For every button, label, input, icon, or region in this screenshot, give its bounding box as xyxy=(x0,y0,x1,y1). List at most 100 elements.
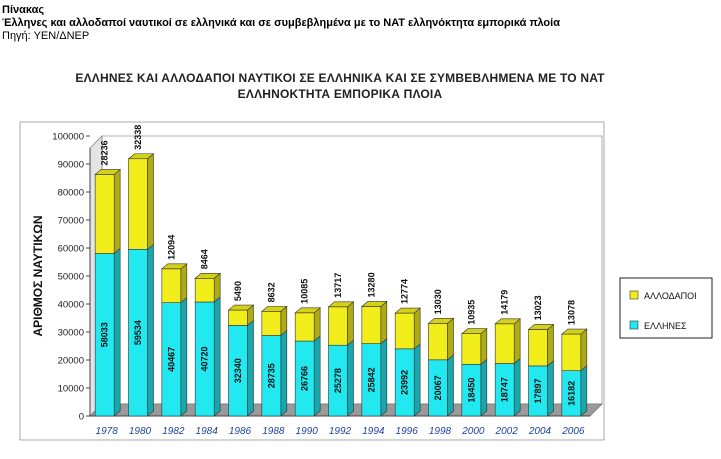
bar-side-ΕΛΛΗΝΕΣ xyxy=(347,339,354,417)
header-source: Πηγή: ΥΕΝ/ΔΝΕΡ xyxy=(2,30,90,42)
y-tick-label: 50000 xyxy=(58,272,84,283)
bar-top-face xyxy=(461,328,488,335)
bar-side-ΑΛΛΟΔΑΠΟΙ xyxy=(447,317,454,361)
data-label-ΕΛΛΗΝΕΣ: 25278 xyxy=(333,368,343,393)
bar-side-ΕΛΛΗΝΕΣ xyxy=(180,297,188,417)
data-label-ΑΛΛΟΔΑΠΟΙ: 8464 xyxy=(200,249,210,269)
bar-segment-ΑΛΛΟΔΑΠΟΙ xyxy=(261,311,282,336)
bar-side-ΑΛΛΟΔΑΠΟΙ xyxy=(113,168,121,255)
bar-side-ΕΛΛΗΝΕΣ xyxy=(380,338,388,417)
x-tick-label: 1988 xyxy=(262,426,285,437)
y-tick-label: 70000 xyxy=(58,216,84,227)
bar-segment-ΑΛΛΟΔΑΠΟΙ xyxy=(294,312,315,342)
bar-segment-ΑΛΛΟΔΑΠΟΙ xyxy=(328,306,348,346)
data-label-ΕΛΛΗΝΕΣ: 40720 xyxy=(200,346,210,371)
data-label-ΕΛΛΗΝΕΣ: 32340 xyxy=(233,358,243,383)
x-tick-label: 1982 xyxy=(162,426,185,437)
x-tick-label: 2002 xyxy=(495,426,519,437)
y-tick-label: 20000 xyxy=(58,356,84,367)
chart-title: ΕΛΛΗΝΕΣ ΚΑΙ ΑΛΛΟΔΑΠΟΙ ΝΑΥΤΙΚΟΙ ΣΕ ΕΛΛΗΝΙ… xyxy=(20,70,660,102)
data-label-ΕΛΛΗΝΕΣ: 28735 xyxy=(266,363,276,388)
x-tick-label: 2004 xyxy=(528,426,552,437)
bar-side-ΑΛΛΟΔΑΠΟΙ xyxy=(480,328,488,365)
bar-top-face xyxy=(394,307,421,314)
data-label-ΑΛΛΟΔΑΠΟΙ: 12094 xyxy=(166,235,176,260)
data-label-ΕΛΛΗΝΕΣ: 58033 xyxy=(100,322,110,347)
page-header: Πίνακας Έλληνες και αλλοδαποί ναυτικοί σ… xyxy=(2,4,560,43)
y-tick-label: 40000 xyxy=(58,300,84,311)
data-label-ΑΛΛΟΔΑΠΟΙ: 32338 xyxy=(133,125,143,150)
x-tick-label: 1992 xyxy=(329,426,352,437)
x-tick-label: 1998 xyxy=(429,426,452,437)
chart-title-line-1: ΕΛΛΗΝΕΣ ΚΑΙ ΑΛΛΟΔΑΠΟΙ ΝΑΥΤΙΚΟΙ ΣΕ ΕΛΛΗΝΙ… xyxy=(75,71,605,85)
bar-side-ΕΛΛΗΝΕΣ xyxy=(447,354,454,417)
chart-title-line-2: ΕΛΛΗΝΟΚΤΗΤΑ ΕΜΠΟΡΙΚΑ ΠΛΟΙΑ xyxy=(237,87,443,101)
bar-segment-ΑΛΛΟΔΑΠΟΙ xyxy=(94,174,115,254)
bar-side-ΑΛΛΟΔΑΠΟΙ xyxy=(547,323,554,367)
bar-top-face xyxy=(361,301,388,307)
bar-side-ΑΛΛΟΔΑΠΟΙ xyxy=(347,301,354,346)
bar-top-face xyxy=(194,272,221,279)
legend-swatch-ΑΛΛΟΔΑΠΟΙ xyxy=(629,290,639,300)
bar-side-ΑΛΛΟΔΑΠΟΙ xyxy=(313,307,321,342)
x-tick-label: 1980 xyxy=(129,426,152,437)
data-label-ΕΛΛΗΝΕΣ: 23992 xyxy=(400,370,410,395)
bar-side-ΕΛΛΗΝΕΣ xyxy=(113,247,121,417)
data-label-ΕΛΛΗΝΕΣ: 59534 xyxy=(133,320,143,345)
bar-top-face xyxy=(127,153,155,160)
data-label-ΑΛΛΟΔΑΠΟΙ: 13030 xyxy=(433,289,443,314)
bar-side-ΕΛΛΗΝΕΣ xyxy=(413,343,421,417)
bar-segment-ΑΛΛΟΔΑΠΟΙ xyxy=(128,158,148,250)
bar-side-ΕΛΛΗΝΕΣ xyxy=(147,243,154,417)
bar-top-face xyxy=(261,306,288,312)
data-label-ΑΛΛΟΔΑΠΟΙ: 13717 xyxy=(333,273,343,298)
data-label-ΕΛΛΗΝΕΣ: 20067 xyxy=(433,375,443,400)
data-label-ΕΛΛΗΝΕΣ: 17897 xyxy=(533,378,543,403)
bar-top-face xyxy=(527,324,555,330)
header-label: Πίνακας xyxy=(2,4,45,16)
x-tick-label: 1996 xyxy=(396,426,419,437)
bar-side-ΑΛΛΟΔΑΠΟΙ xyxy=(513,318,521,365)
bar-side-ΕΛΛΗΝΕΣ xyxy=(480,358,488,417)
bar-side-ΑΛΛΟΔΑΠΟΙ xyxy=(380,300,388,345)
data-label-ΕΛΛΗΝΕΣ: 18747 xyxy=(500,377,510,402)
x-tick-label: 2006 xyxy=(561,426,585,437)
data-label-ΑΛΛΟΔΑΠΟΙ: 13078 xyxy=(566,300,576,325)
bar-side-ΑΛΛΟΔΑΠΟΙ xyxy=(580,328,588,372)
bar-side-ΑΛΛΟΔΑΠΟΙ xyxy=(180,263,188,304)
bar-side-ΕΛΛΗΝΕΣ xyxy=(247,319,254,417)
x-tick-label: 1994 xyxy=(362,426,385,437)
bar-top-face xyxy=(427,318,455,324)
y-tick-label: 60000 xyxy=(58,244,84,255)
data-label-ΑΛΛΟΔΑΠΟΙ: 10085 xyxy=(300,279,310,304)
bar-top-face xyxy=(94,169,121,175)
bar-side-ΕΛΛΗΝΕΣ xyxy=(547,360,554,417)
bar-top-face xyxy=(327,301,355,308)
legend-label-ΑΛΛΟΔΑΠΟΙ: ΑΛΛΟΔΑΠΟΙ xyxy=(644,291,697,301)
data-label-ΕΛΛΗΝΕΣ: 16182 xyxy=(566,381,576,406)
y-tick-label: 90000 xyxy=(58,160,84,171)
bar-top-face xyxy=(294,307,321,314)
y-tick-label: 100000 xyxy=(52,132,84,143)
legend-label-ΕΛΛΗΝΕΣ: ΕΛΛΗΝΕΣ xyxy=(644,321,687,331)
data-label-ΑΛΛΟΔΑΠΟΙ: 5490 xyxy=(233,281,243,301)
y-axis-title: ΑΡΙΘΜΟΣ ΝΑΥΤΙΚΩΝ xyxy=(31,215,45,336)
bar-side-ΑΛΛΟΔΑΠΟΙ xyxy=(147,153,154,250)
bar-top-face xyxy=(161,263,188,270)
data-label-ΑΛΛΟΔΑΠΟΙ: 28236 xyxy=(100,140,110,165)
data-label-ΕΛΛΗΝΕΣ: 40467 xyxy=(166,347,176,372)
y-tick-label: 10000 xyxy=(58,384,84,395)
bar-side-ΕΛΛΗΝΕΣ xyxy=(313,335,321,417)
bar-segment-ΑΛΛΟΔΑΠΟΙ xyxy=(561,333,582,371)
header-caption: Έλληνες και αλλοδαποί ναυτικοί σε ελληνι… xyxy=(2,17,560,29)
data-label-ΕΛΛΗΝΕΣ: 18450 xyxy=(466,378,476,403)
data-label-ΑΛΛΟΔΑΠΟΙ: 13023 xyxy=(533,295,543,320)
data-label-ΕΛΛΗΝΕΣ: 26766 xyxy=(300,366,310,391)
x-tick-label: 1984 xyxy=(196,426,219,437)
x-tick-label: 2000 xyxy=(461,426,485,437)
bar-segment-ΑΛΛΟΔΑΠΟΙ xyxy=(461,333,482,365)
x-tick-label: 1978 xyxy=(96,426,119,437)
bar-side-ΕΛΛΗΝΕΣ xyxy=(213,296,221,417)
bar-side-ΕΛΛΗΝΕΣ xyxy=(580,365,588,417)
